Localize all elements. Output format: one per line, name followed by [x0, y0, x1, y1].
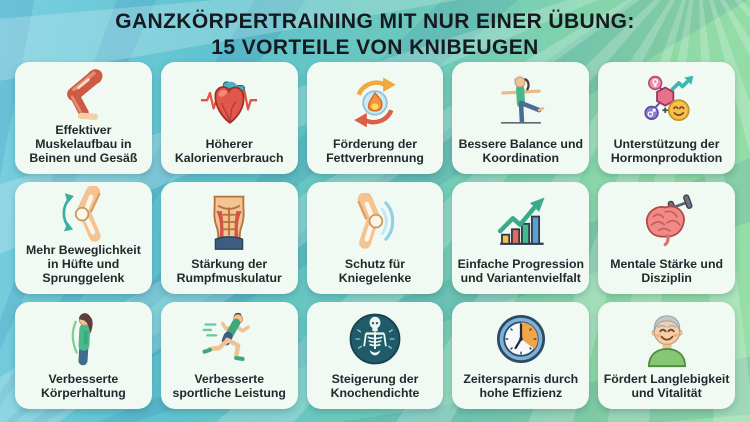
benefit-card-time-saving: Zeitersparnis durch hohe Effizienz [452, 302, 590, 409]
benefit-label: Mentale Stärke und Disziplin [610, 257, 723, 286]
benefit-card-muscle-building: Effektiver Muskelaufbau in Beinen und Ge… [15, 62, 152, 174]
benefit-card-core: Stärkung der Rumpfmuskulatur [160, 182, 298, 294]
benefit-label: Steigerung der Knochendichte [330, 372, 420, 401]
benefit-label: Verbesserte Körperhaltung [41, 372, 126, 401]
hormone-molecule-icon [638, 67, 696, 136]
benefit-label: Schutz für Kniegelenke [338, 257, 412, 286]
benefit-label: Höherer Kalorienverbrauch [174, 137, 284, 166]
benefit-label: Einfache Progression und Variantenvielfa… [457, 257, 584, 286]
knee-protection-icon [346, 187, 404, 256]
benefit-label: Zeitersparnis durch hohe Effizienz [463, 372, 579, 401]
skeleton-icon [346, 307, 404, 371]
benefit-card-mobility: Mehr Beweglichkeit in Hüfte und Sprungge… [15, 182, 152, 294]
benefit-card-knee-protection: Schutz für Kniegelenke [306, 182, 444, 294]
legs-muscles-icon [54, 67, 112, 122]
benefit-card-balance: Bessere Balance und Koordination [452, 62, 590, 174]
benefit-label: Verbesserte sportliche Leistung [172, 372, 286, 401]
title-line-2: 15 VORTEILE VON KNIBEUGEN [211, 35, 539, 59]
benefits-grid: Effektiver Muskelaufbau in Beinen und Ge… [15, 62, 735, 409]
benefit-card-bone-density: Steigerung der Knochendichte [306, 302, 444, 409]
senior-man-icon [638, 307, 696, 371]
runner-icon [200, 307, 258, 371]
benefit-card-fat-burning: Förderung der Fettverbrennung [306, 62, 444, 174]
page-title: GANZKÖRPERTRAINING MIT NUR EINER ÜBUNG: … [0, 9, 750, 60]
benefit-card-performance: Verbesserte sportliche Leistung [160, 302, 298, 409]
brain-dumbbell-icon [638, 187, 696, 256]
benefit-label: Mehr Beweglichkeit in Hüfte und Sprungge… [25, 243, 141, 286]
benefit-label: Effektiver Muskelaufbau in Beinen und Ge… [29, 123, 138, 166]
benefit-card-calories: Höherer Kalorienverbrauch [160, 62, 298, 174]
balance-pose-icon [492, 67, 550, 136]
core-abs-icon [200, 187, 258, 256]
benefit-card-mental: Mentale Stärke und Disziplin [598, 182, 735, 294]
title-line-1: GANZKÖRPERTRAINING MIT NUR EINER ÜBUNG: [115, 10, 635, 33]
benefit-card-posture: Verbesserte Körperhaltung [15, 302, 152, 409]
benefit-label: Stärkung der Rumpfmuskulatur [176, 257, 282, 286]
clock-efficiency-icon [492, 307, 550, 371]
benefit-label: Förderung der Fettverbrennung [326, 137, 424, 166]
benefit-card-longevity: Fördert Langlebigkeit und Vitalität [598, 302, 735, 409]
knee-mobility-icon [54, 185, 112, 242]
heart-ecg-icon [200, 67, 258, 136]
benefit-label: Bessere Balance und Koordination [458, 137, 583, 166]
posture-icon [54, 307, 112, 371]
benefit-label: Unterstützung der Hormonproduktion [610, 137, 723, 166]
benefit-label: Fördert Langlebigkeit und Vitalität [603, 372, 730, 401]
progress-chart-icon [492, 187, 550, 256]
fat-burning-icon [346, 67, 404, 136]
benefit-card-progression: Einfache Progression und Variantenvielfa… [452, 182, 590, 294]
benefit-card-hormones: Unterstützung der Hormonproduktion [598, 62, 735, 174]
